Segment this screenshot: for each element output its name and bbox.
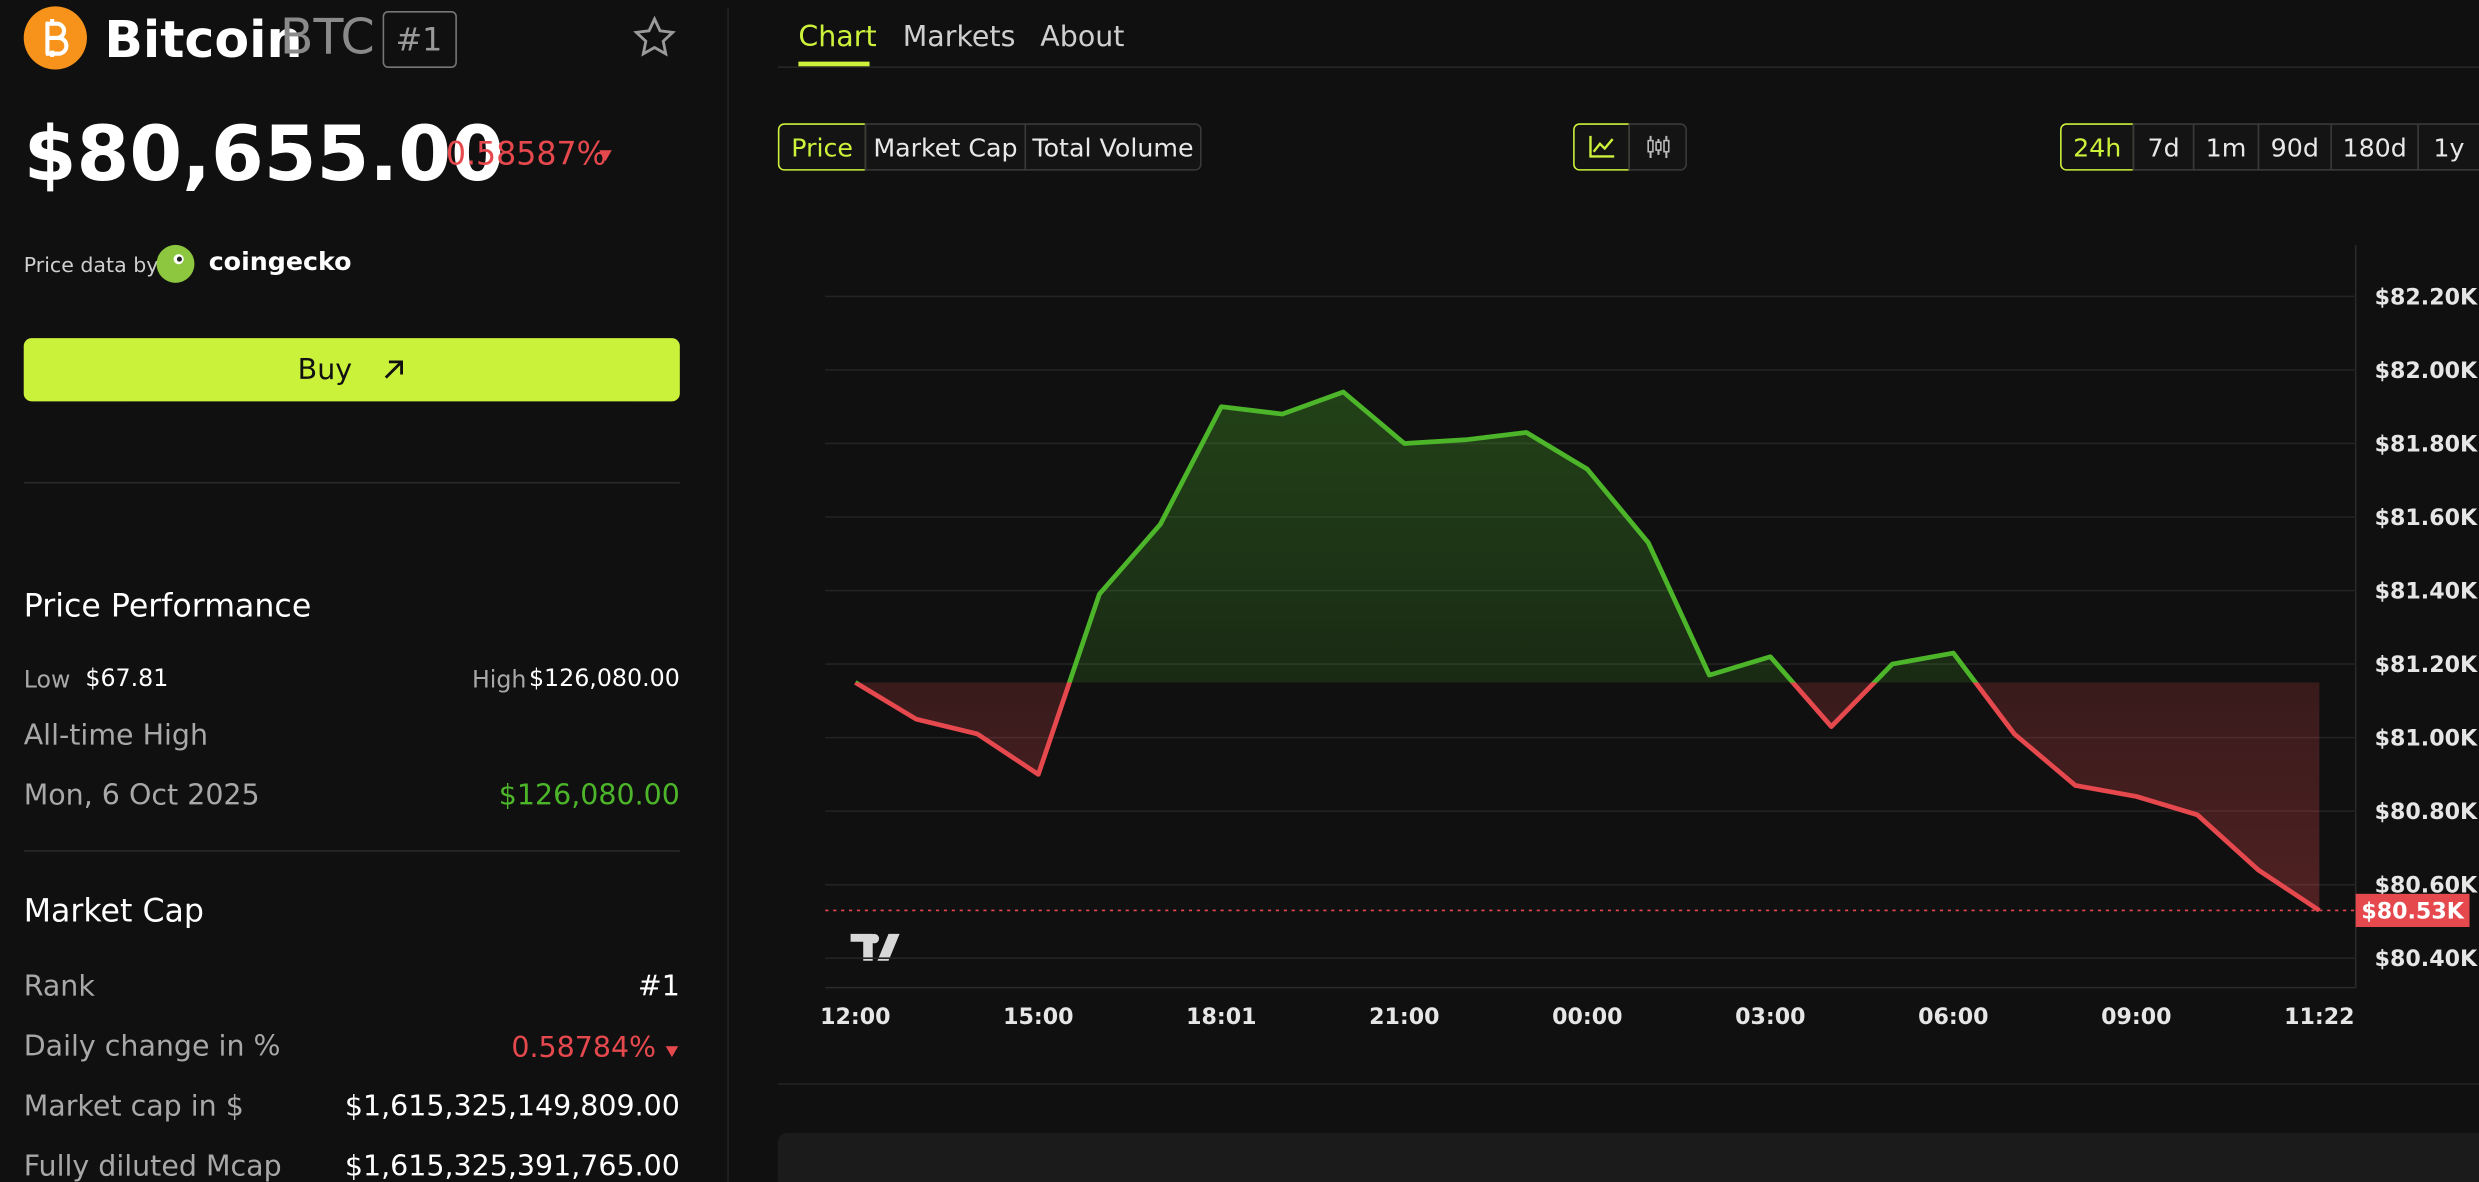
row-value: 0.58784% (511, 1031, 657, 1066)
coingecko-logo-pupil (176, 256, 182, 262)
x-tick-label: 18:01 (1186, 1004, 1256, 1030)
divider (23, 481, 680, 484)
down-arrow-shape (665, 1046, 679, 1058)
low-value: $67.81 (85, 663, 169, 693)
current-price-tag (2355, 893, 2470, 928)
row-label: Market cap in $ (23, 1090, 244, 1124)
x-tick-label: 21:00 (1369, 1004, 1439, 1030)
candle-icon-body (1662, 139, 1669, 153)
lower-panel (777, 1133, 2479, 1182)
candle-icon-body (1654, 141, 1661, 151)
x-tick-label: 06:00 (1918, 1004, 1988, 1030)
down-arrow (599, 150, 612, 162)
candle-chart-toggle[interactable] (1628, 123, 1687, 171)
x-tick-label: 12:00 (820, 1004, 890, 1030)
tradingview-logo (850, 933, 900, 961)
coin-name: Bitcoin (104, 9, 303, 70)
low-label: Low (23, 665, 71, 694)
rank-box (382, 11, 457, 68)
row-label: Fully diluted Mcap (23, 1150, 282, 1182)
row-label: Daily change in % (23, 1030, 281, 1064)
tab[interactable]: Markets (902, 20, 1016, 54)
area-up (855, 391, 2320, 683)
range-button[interactable]: 180d (2330, 123, 2419, 171)
favorite-star[interactable] (633, 15, 676, 57)
y-tick-label: $81.80K (2375, 431, 2478, 457)
line-chart-toggle[interactable] (1573, 123, 1631, 171)
tab-active[interactable]: Chart (798, 20, 877, 54)
bitcoin-glyph (45, 18, 69, 57)
tradingview-logo-dot (869, 933, 880, 944)
tab-divider (777, 66, 2479, 68)
y-tick-label: $80.80K (2375, 799, 2478, 825)
range-button[interactable]: 1m (2192, 123, 2260, 171)
coin-symbol: BTC (279, 9, 375, 67)
down-arrow-shape (599, 150, 612, 162)
price-source-label: Price data by (23, 254, 159, 279)
tab[interactable]: About (1040, 20, 1125, 54)
high-label: High (471, 665, 527, 694)
current-price-label: $80.53K (2361, 898, 2464, 924)
candle-icon-body (1646, 139, 1653, 153)
row-value: $1,615,325,149,809.00 (344, 1090, 680, 1124)
section-title: Market Cap (23, 891, 204, 930)
section-title: Price Performance (23, 586, 312, 625)
coingecko-logo-circle (156, 244, 195, 283)
price-change: 0.58587% (445, 134, 607, 173)
header-icons (23, 6, 676, 70)
coin-rank: #1 (395, 20, 443, 59)
x-tick-label: 09:00 (2101, 1004, 2171, 1030)
metric-button[interactable]: Price (777, 123, 867, 171)
range-button[interactable]: 1y (2417, 123, 2479, 171)
price-line-up (855, 389, 1979, 683)
x-tick-label: 03:00 (1735, 1004, 1805, 1030)
price-source-provider: coingecko (208, 246, 352, 277)
ath-value: $126,080.00 (498, 779, 680, 813)
buy-button[interactable]: Buy (23, 338, 680, 402)
candle-icon (1646, 135, 1669, 159)
range-button[interactable]: 7d (2132, 123, 2195, 171)
x-tick-label: 00:00 (1552, 1004, 1622, 1030)
y-tick-label: $81.20K (2375, 652, 2478, 678)
y-tick-label: $81.00K (2375, 726, 2478, 752)
coingecko-logo (156, 244, 195, 283)
row-value: $1,615,325,391,765.00 (344, 1150, 680, 1182)
range-button[interactable]: 90d (2257, 123, 2332, 171)
ath-date: Mon, 6 Oct 2025 (23, 779, 260, 813)
line-icon (1589, 135, 1615, 158)
x-tick-label: 15:00 (1003, 1004, 1073, 1030)
y-tick-label: $82.00K (2375, 358, 2478, 384)
row-label: Rank (23, 970, 95, 1004)
y-tick-label: $81.40K (2375, 578, 2478, 604)
line-icon-shape (1589, 135, 1615, 158)
y-tick-label: $80.40K (2375, 946, 2478, 972)
price-line-down (854, 682, 2321, 913)
price: $80,655.00 (23, 110, 504, 200)
buy-arrow-icon (384, 360, 403, 379)
buy-button-label: Buy (297, 353, 353, 387)
tab-underline (798, 61, 870, 67)
metric-button[interactable]: Market Cap (864, 123, 1027, 171)
y-tick-label: $81.60K (2375, 505, 2478, 531)
ath-label: All-time High (23, 718, 209, 753)
high-value: $126,080.00 (528, 663, 680, 693)
x-tick-label: 11:22 (2284, 1004, 2354, 1030)
divider (23, 850, 680, 852)
row-value: #1 (637, 970, 680, 1004)
metric-button[interactable]: Total Volume (1024, 123, 1202, 171)
down-arrow (665, 1046, 679, 1058)
area-down (855, 682, 2320, 911)
y-tick-label: $82.20K (2375, 284, 2478, 310)
panel-divider (727, 7, 729, 1182)
buy-arrow-shape (384, 360, 403, 379)
